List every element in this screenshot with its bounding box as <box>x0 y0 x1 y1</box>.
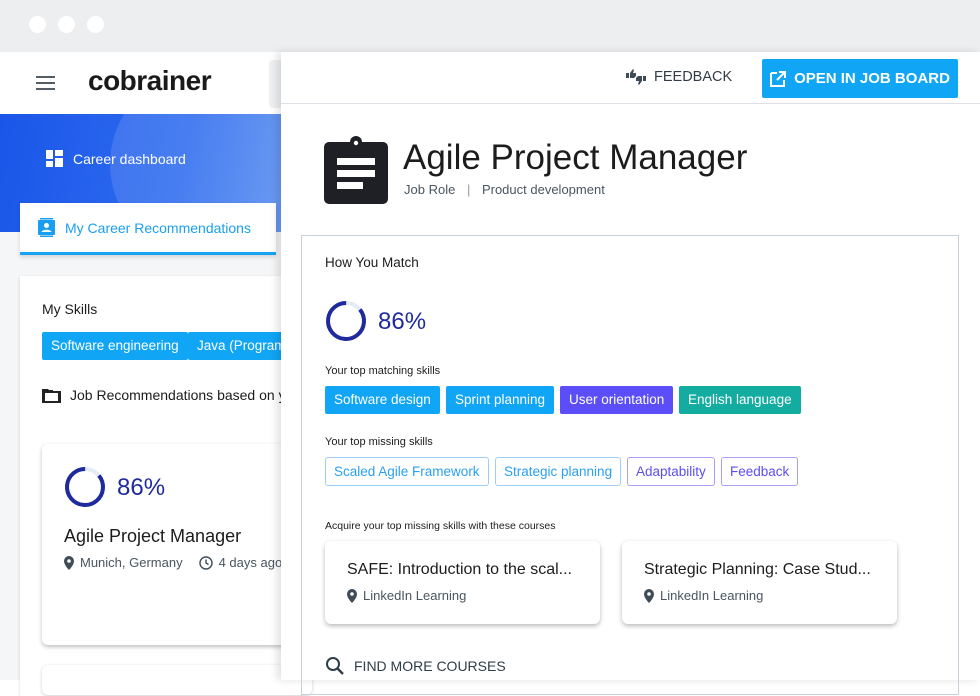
missing-skill-chip[interactable]: Feedback <box>721 457 799 486</box>
job-category: Product development <box>481 182 605 197</box>
job-recs-heading: Job Recommendations based on your skills <box>42 387 340 403</box>
panel-header-divider <box>281 103 980 104</box>
my-skills-title: My Skills <box>42 301 98 317</box>
page-title: Agile Project Manager <box>403 138 748 177</box>
missing-skill-chip[interactable]: Strategic planning <box>495 457 622 486</box>
find-more-courses-button[interactable]: FIND MORE COURSES <box>325 656 506 676</box>
clipboard-icon <box>324 136 388 204</box>
window-minimize-dot[interactable] <box>58 16 75 33</box>
logo[interactable]: cobrainer <box>88 65 212 96</box>
location-pin-icon <box>347 588 357 603</box>
job-card[interactable]: 86% Agile Project Manager Munich, German… <box>42 444 312 645</box>
job-posted: 4 days ago <box>218 555 283 570</box>
missing-skills-title: Your top missing skills <box>325 436 433 448</box>
course-provider: LinkedIn Learning <box>660 588 764 603</box>
title-subline: Job Role | Product development <box>404 182 605 197</box>
missing-skill-chip[interactable]: Scaled Agile Framework <box>325 457 489 486</box>
match-percent: 86% <box>117 474 166 501</box>
job-location: Munich, Germany <box>80 555 183 570</box>
window-close-dot[interactable] <box>29 16 46 33</box>
nav-label: Career dashboard <box>73 150 186 167</box>
briefcase-folder-icon <box>42 389 61 403</box>
location-pin-icon <box>644 588 654 603</box>
find-more-label: FIND MORE COURSES <box>354 658 506 674</box>
external-link-icon <box>770 70 787 87</box>
match-ring <box>65 467 105 507</box>
clock-icon <box>198 555 213 570</box>
job-title: Agile Project Manager <box>64 526 242 546</box>
course-title: SAFE: Introduction to the scal... <box>347 561 572 578</box>
open-in-job-board-button[interactable]: OPEN IN JOB BOARD <box>762 59 958 98</box>
location-pin-icon <box>64 555 74 570</box>
nav-career-dashboard[interactable]: Career dashboard <box>46 150 186 167</box>
open-label: OPEN IN JOB BOARD <box>794 70 950 87</box>
course-title: Strategic Planning: Case Stud... <box>644 561 871 578</box>
job-card-next[interactable] <box>42 665 312 695</box>
menu-icon[interactable] <box>36 76 56 90</box>
search-field-edge <box>269 60 281 108</box>
matching-skill-chip[interactable]: Software design <box>325 386 440 414</box>
skill-chip[interactable]: Software engineering <box>42 332 188 360</box>
course-provider: LinkedIn Learning <box>363 588 467 603</box>
matching-skill-chip[interactable]: Sprint planning <box>446 386 555 414</box>
courses-title: Acquire your top missing skills with the… <box>325 520 556 532</box>
course-card[interactable]: Strategic Planning: Case Stud... LinkedI… <box>622 541 897 624</box>
job-recs-title: Job Recommendations based on your skills <box>70 387 341 403</box>
missing-skill-chip[interactable]: Adaptability <box>627 457 715 486</box>
dashboard-icon <box>46 150 63 167</box>
tab-my-career-recommendations[interactable]: My Career Recommendations <box>20 203 276 255</box>
contact-card-icon <box>38 218 55 237</box>
app-header: cobrainer <box>0 52 300 114</box>
matching-skills-title: Your top matching skills <box>325 365 441 377</box>
job-type: Job Role <box>404 182 456 197</box>
search-icon <box>326 657 344 675</box>
tab-label: My Career Recommendations <box>65 219 251 236</box>
separator: | <box>466 182 471 197</box>
course-card[interactable]: SAFE: Introduction to the scal... Linked… <box>325 541 600 624</box>
window-maximize-dot[interactable] <box>87 16 104 33</box>
job-meta: Munich, Germany 4 days ago <box>64 555 282 570</box>
match-percent: 86% <box>378 308 427 335</box>
feedback-label: FEEDBACK <box>654 69 733 85</box>
thumbs-up-down-icon <box>626 69 646 85</box>
matching-skill-chip[interactable]: User orientation <box>560 386 674 414</box>
how-you-match-title: How You Match <box>325 255 419 270</box>
match-ring <box>326 301 366 341</box>
feedback-button[interactable]: FEEDBACK <box>626 69 732 85</box>
matching-skill-chip[interactable]: English language <box>679 386 801 414</box>
browser-chrome <box>0 0 980 52</box>
